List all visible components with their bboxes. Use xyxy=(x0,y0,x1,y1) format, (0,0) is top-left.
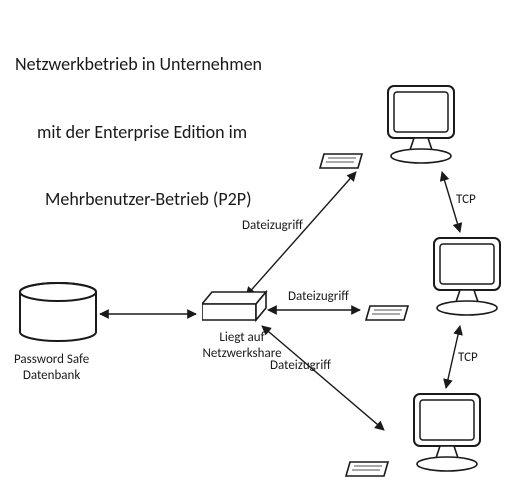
edge-share-pc1 xyxy=(246,172,356,296)
title-line-3: Mehrbenutzer-Betrieb (P2P) xyxy=(15,188,262,211)
diagram-title: Netzwerkbetrieb in Unternehmen mit der E… xyxy=(15,8,262,233)
edge-label-share-pc2: Dateizugriff xyxy=(288,289,349,304)
edge-label-share-pc3: Dateizugriff xyxy=(270,358,331,373)
keyboard-2 xyxy=(364,304,412,331)
monitor-icon xyxy=(400,388,500,480)
keyboard-1 xyxy=(318,152,366,179)
title-line-1: Netzwerkbetrieb in Unternehmen xyxy=(15,53,262,76)
monitor-icon xyxy=(374,80,474,172)
database-label-line-2: Datenbank xyxy=(14,368,89,384)
share-icon xyxy=(202,290,272,326)
workstation-3 xyxy=(400,388,500,485)
database-label: Password Safe Datenbank xyxy=(14,352,89,383)
keyboard-icon xyxy=(364,304,412,326)
workstation-1 xyxy=(374,80,474,177)
title-line-2: mit der Enterprise Edition im xyxy=(15,121,262,144)
database-label-line-1: Password Safe xyxy=(14,352,89,368)
share-label-line-1: Liegt auf xyxy=(192,330,292,346)
workstation-2 xyxy=(420,232,508,329)
edge-label-tcp-1: TCP xyxy=(456,192,476,207)
edge-label-share-pc1: Dateizugriff xyxy=(242,218,303,233)
share-node xyxy=(202,290,272,326)
share-label: Liegt auf Netzwerkshare xyxy=(192,330,292,361)
database-node xyxy=(18,282,98,344)
database-icon xyxy=(18,282,98,344)
edge-label-tcp-2: TCP xyxy=(458,350,478,365)
keyboard-icon xyxy=(344,460,392,482)
monitor-icon xyxy=(420,232,508,324)
keyboard-3 xyxy=(344,460,392,487)
keyboard-icon xyxy=(318,152,366,174)
